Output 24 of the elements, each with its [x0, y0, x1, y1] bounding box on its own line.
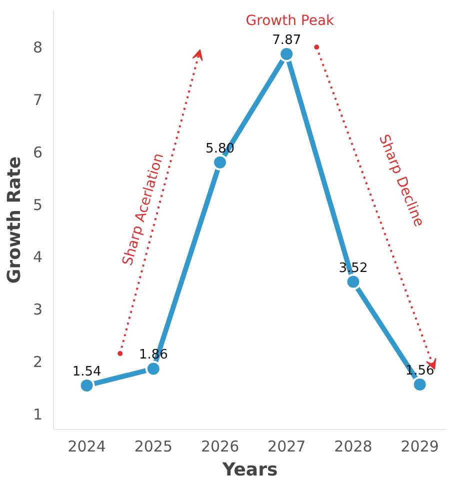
y-tick-label: 6	[32, 143, 43, 162]
x-tick-label: 2024	[68, 438, 106, 456]
point	[212, 154, 228, 170]
x-tick-label: 2027	[268, 438, 306, 456]
point	[145, 360, 162, 377]
point	[78, 378, 95, 394]
x-tick-label: 2028	[334, 438, 372, 456]
x-tick-label: 2029	[400, 438, 439, 456]
data-label: 1.54	[72, 364, 102, 380]
y-tick-label: 3	[32, 300, 43, 319]
y-tick-label: 5	[32, 196, 43, 214]
point	[345, 274, 362, 290]
data-label: 7.87	[272, 32, 302, 48]
x-tick-label: 2025	[134, 438, 173, 456]
x-axis-title: Years	[221, 460, 278, 480]
point	[412, 376, 428, 392]
annotation: Growth Peak	[246, 12, 336, 29]
y-tick-label: 4	[32, 248, 43, 266]
y-tick-label: 2	[32, 352, 43, 371]
y-tick-label: 7	[32, 91, 43, 110]
y-tick-label: 1	[32, 405, 43, 424]
x-tick-label: 2026	[200, 438, 240, 456]
y-axis-title: Growth Rate	[4, 156, 25, 284]
y-tick-label: 8	[32, 38, 43, 57]
